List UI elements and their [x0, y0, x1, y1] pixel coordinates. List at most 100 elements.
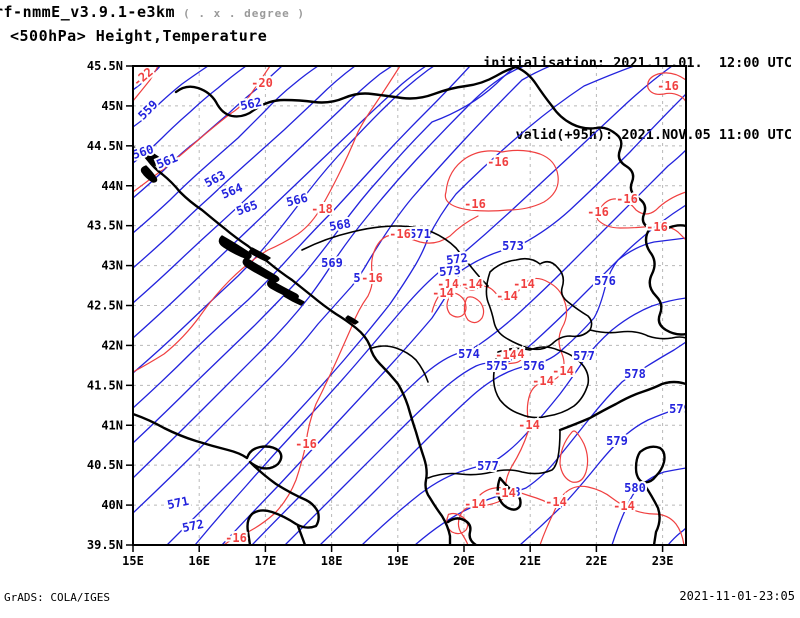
temp-label-4: 4: [517, 347, 524, 361]
island: [283, 291, 305, 306]
height-label-574: 574: [458, 347, 480, 361]
border-montenegro: [371, 345, 429, 383]
temp-contour-m16-east: [596, 191, 686, 241]
coast-aegean: [642, 482, 661, 545]
lon-label: 18E: [321, 554, 343, 568]
temp-label--18: -18: [311, 202, 333, 216]
border-greece-ne: [558, 380, 686, 432]
coast-italy: [133, 412, 320, 545]
island: [140, 165, 158, 183]
height-label-578: 578: [624, 367, 646, 381]
height-contour-578: [414, 341, 686, 545]
temp-label--16: -16: [657, 79, 679, 93]
height-label-8: 8: [513, 485, 520, 499]
lat-label: 42N: [101, 338, 123, 352]
border-north: [174, 66, 518, 118]
temp-label--16: -16: [389, 227, 411, 241]
lat-label: 40.5N: [87, 458, 123, 472]
height-label-571: 571: [409, 227, 431, 241]
temp-label--20: -20: [251, 76, 273, 90]
height-label-559: 559: [135, 97, 160, 122]
model-suffix: ( . x . degree ): [183, 7, 306, 20]
height-contour-568: [133, 66, 517, 444]
island: [242, 257, 280, 283]
height-contour-559: [133, 66, 209, 128]
coast-italy-south: [296, 524, 307, 545]
temp-contour-m20: [133, 66, 271, 193]
border-east: [644, 226, 686, 336]
lon-label: 19E: [387, 554, 409, 568]
lon-label: 17E: [255, 554, 277, 568]
temp-contour-m18: [133, 66, 401, 373]
height-label-576: 576: [523, 359, 545, 373]
lat-label: 41.5N: [87, 378, 123, 392]
coastlines-borders: [133, 66, 686, 545]
height-contour-570: [133, 66, 551, 514]
lat-label: 43N: [101, 259, 123, 273]
height-contour-565: [133, 66, 427, 339]
temp-label--14: -14: [437, 277, 459, 291]
page-title: rf-nmmE_v3.9.1-e3km ( . x . degree ): [0, 3, 305, 21]
temp-contour-m22: [133, 66, 159, 102]
lon-label: 23E: [652, 554, 674, 568]
temp-label--16: -16: [646, 220, 668, 234]
island: [145, 151, 167, 169]
temp-label--16: -16: [464, 197, 486, 211]
height-label-564: 564: [219, 180, 244, 201]
coast-greece-west: [446, 517, 478, 545]
height-label-566: 566: [285, 191, 309, 210]
temp-label--16: -16: [361, 271, 383, 285]
height-contour-563: [133, 66, 356, 269]
height-label-571: 571: [166, 494, 190, 512]
height-label-561: 561: [154, 150, 179, 171]
temp-contour-m14-loop1: [446, 292, 467, 318]
height-label-579: 579: [606, 434, 628, 448]
height-label-577: 577: [477, 459, 499, 473]
height-contour-564: [133, 66, 393, 304]
height-contour-567: [133, 66, 471, 409]
chart-subtitle: <500hPa> Height,Temperature: [10, 27, 268, 45]
temp-label--14: -14: [552, 364, 574, 378]
height-label-569: 569: [321, 256, 343, 270]
lon-label: 21E: [519, 554, 541, 568]
temp-contour-m14-loop3: [559, 430, 589, 483]
temp-contour-m14-main: [431, 277, 568, 545]
height-label-577: 577: [573, 349, 595, 363]
height-label-572: 572: [181, 517, 205, 535]
height-contour-566: [133, 66, 435, 374]
temp-label--16: -16: [295, 437, 317, 451]
temp-contour-m14-branch: [479, 487, 555, 507]
height-label-5: 5: [353, 271, 360, 285]
island: [345, 315, 359, 325]
temp-label--14: -14: [513, 277, 535, 291]
lat-label: 41N: [101, 418, 123, 432]
lon-label: 15E: [122, 554, 144, 568]
temp-contour-m14-south: [539, 485, 685, 545]
temperature-contours: [133, 66, 686, 545]
island: [218, 235, 252, 260]
height-label-576: 576: [594, 274, 616, 288]
temp-label--16: -16: [587, 205, 609, 219]
temp-label--14: -14: [532, 374, 554, 388]
border-kosovo: [485, 257, 593, 351]
height-contour-569: [133, 66, 525, 479]
height-label-579: 579: [669, 402, 691, 416]
height-label-575: 575: [486, 359, 508, 373]
height-contours: [133, 66, 686, 545]
height-contour-575: [284, 204, 686, 545]
temp-label--16: -16: [225, 531, 247, 545]
lat-lon-gridlines: [133, 66, 686, 545]
temp-label--22: -22: [130, 65, 156, 90]
lat-label: 42.5N: [87, 299, 123, 313]
creation-timestamp: 2021-11-01-23:05: [679, 589, 795, 603]
axis-ticks: [126, 65, 664, 552]
height-label-562: 562: [239, 95, 263, 113]
border-greece-albania: [427, 429, 561, 479]
height-contour-560: [133, 66, 247, 164]
height-contour-571: [166, 66, 635, 545]
temp-label--14: -14: [496, 289, 518, 303]
grads-credit: GrADS: COLA/IGES: [4, 591, 110, 604]
temp-label--14: -14: [495, 348, 517, 362]
lon-label: 16E: [188, 554, 210, 568]
